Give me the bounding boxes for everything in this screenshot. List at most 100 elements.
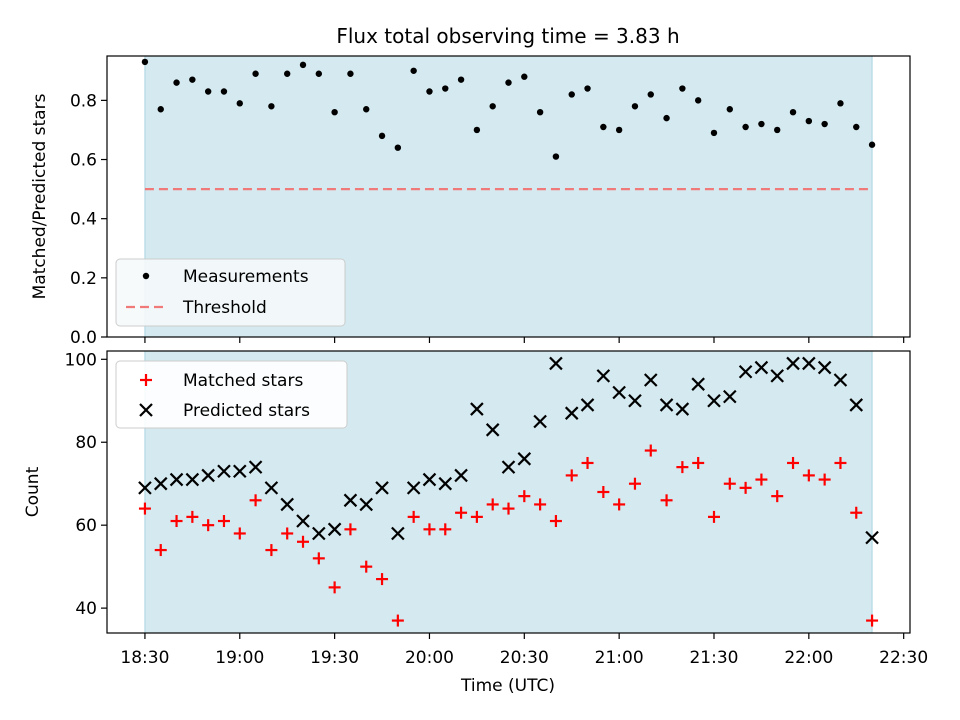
measurement-point (663, 114, 670, 122)
matched-stars-point (281, 527, 294, 540)
matched-stars-point (502, 502, 515, 515)
matched-stars-point (613, 498, 626, 511)
predicted-stars-point (485, 423, 500, 437)
predicted-stars-point (470, 402, 484, 416)
top-legend: Measurements Threshold (115, 258, 346, 327)
bottom-x-ticks: 18:30 19:00 19:30 20:00 20:30 21:00 21:30 22:00… (120, 633, 928, 668)
top-x-ticks (144, 337, 905, 343)
matched-stars-point (707, 510, 720, 523)
matched-stars-point (138, 502, 151, 515)
threshold-legend-label: Threshold (182, 298, 267, 318)
predicted-stars-point (628, 393, 642, 408)
measurement-point (442, 85, 449, 92)
legend-plus-marker (140, 374, 152, 386)
matched-stars-point (644, 444, 657, 457)
measurement-point (584, 85, 591, 92)
measurement-point (631, 103, 639, 110)
matched-stars-point (660, 494, 673, 507)
predicted-stars-point (707, 393, 721, 408)
top-panel: 0.0 0.2 0.4 0.6 0.8 Flux total observing tim… (30, 24, 911, 348)
predicted-stars-point (406, 481, 421, 495)
top-axes-frame (106, 55, 911, 338)
predicted-stars-point (217, 464, 231, 479)
matched-stars-point (597, 486, 610, 498)
predicted-stars-point (185, 472, 200, 487)
measurement-point (331, 109, 338, 116)
measurement-point (268, 103, 275, 110)
predicted-stars-point (248, 460, 263, 474)
measurement-point (284, 70, 291, 77)
x-tick-label: 21:30 (689, 648, 738, 668)
measurement-point (552, 153, 560, 160)
measurement-point (805, 117, 813, 125)
x-axis-label: Time (UTC) (460, 676, 555, 696)
matched-stars-point (376, 573, 389, 586)
matched-stars-point (297, 535, 310, 548)
measurement-point (410, 67, 417, 74)
matched-stars-point (787, 456, 800, 469)
measurement-point (394, 144, 402, 151)
predicted-stars-point (169, 472, 184, 487)
matched-stars-point (581, 456, 594, 469)
predicted-stars-point (549, 356, 563, 371)
predicted-stars-point (817, 360, 832, 375)
measurement-point (173, 79, 180, 86)
y-tick-label: 60 (75, 516, 97, 536)
chart-title: Flux total observing time = 3.83 h (336, 24, 679, 48)
predicted-stars-point (833, 373, 848, 387)
x-tick-label: 22:00 (784, 648, 833, 668)
predicted-stars-point (343, 493, 358, 508)
measurement-points (141, 58, 876, 160)
predicted-stars-point (138, 481, 152, 495)
measurement-point (615, 126, 623, 134)
matched-stars-point (455, 506, 468, 519)
predicted-stars-point (723, 389, 737, 404)
y-tick-label: 40 (75, 599, 97, 619)
predicted-stars-point (296, 514, 310, 528)
predicted-stars-point (359, 497, 374, 512)
predicted-stars-point (153, 476, 168, 491)
matched-stars-point (217, 515, 230, 528)
predicted-stars-point (691, 377, 705, 391)
y-tick-label: 100 (65, 350, 97, 370)
matched-stars-point (202, 519, 215, 532)
matched-stars-point (186, 510, 199, 523)
y-tick-label: 0.6 (70, 151, 97, 171)
measurement-point (252, 70, 259, 77)
matched-stars-point (328, 581, 341, 594)
matched-stars-point (439, 523, 452, 536)
predicted-stars-point (280, 497, 294, 512)
bottom-legend: Matched stars Predicted stars (115, 360, 348, 429)
top-y-ticks: 0.0 0.2 0.4 0.6 0.8 (70, 91, 107, 348)
measurement-point (189, 76, 196, 83)
measurement-point (363, 106, 370, 113)
measurement-point (647, 91, 654, 98)
x-tick-label: 21:00 (595, 648, 644, 668)
measurement-point (710, 129, 718, 137)
measurement-point (837, 100, 844, 107)
y-tick-label: 0.2 (70, 269, 97, 289)
measurement-point (679, 85, 686, 92)
matched-stars-point (549, 515, 562, 528)
predicted-stars-point (517, 452, 532, 466)
measurement-point (536, 109, 544, 116)
predicted-stars-points (138, 356, 879, 545)
measurement-point (789, 109, 797, 116)
bottom-legend-box (115, 360, 348, 429)
y-tick-label: 0.0 (70, 328, 97, 348)
measurement-point (157, 106, 164, 113)
y-tick-label: 0.8 (70, 91, 97, 111)
matched-stars-point (866, 614, 879, 627)
predicted-stars-point (564, 406, 579, 420)
predicted-stars-point (201, 468, 215, 483)
x-tick-label: 20:00 (405, 648, 454, 668)
predicted-stars-point (802, 356, 816, 371)
predicted-stars-point (233, 464, 247, 479)
matched-stars-point (360, 560, 373, 573)
matched-stars-point (518, 490, 531, 503)
matched-stars-legend-label: Matched stars (183, 371, 303, 391)
measurement-point (868, 141, 876, 148)
matched-stars-point (739, 481, 752, 494)
x-tick-label: 22:30 (879, 648, 928, 668)
